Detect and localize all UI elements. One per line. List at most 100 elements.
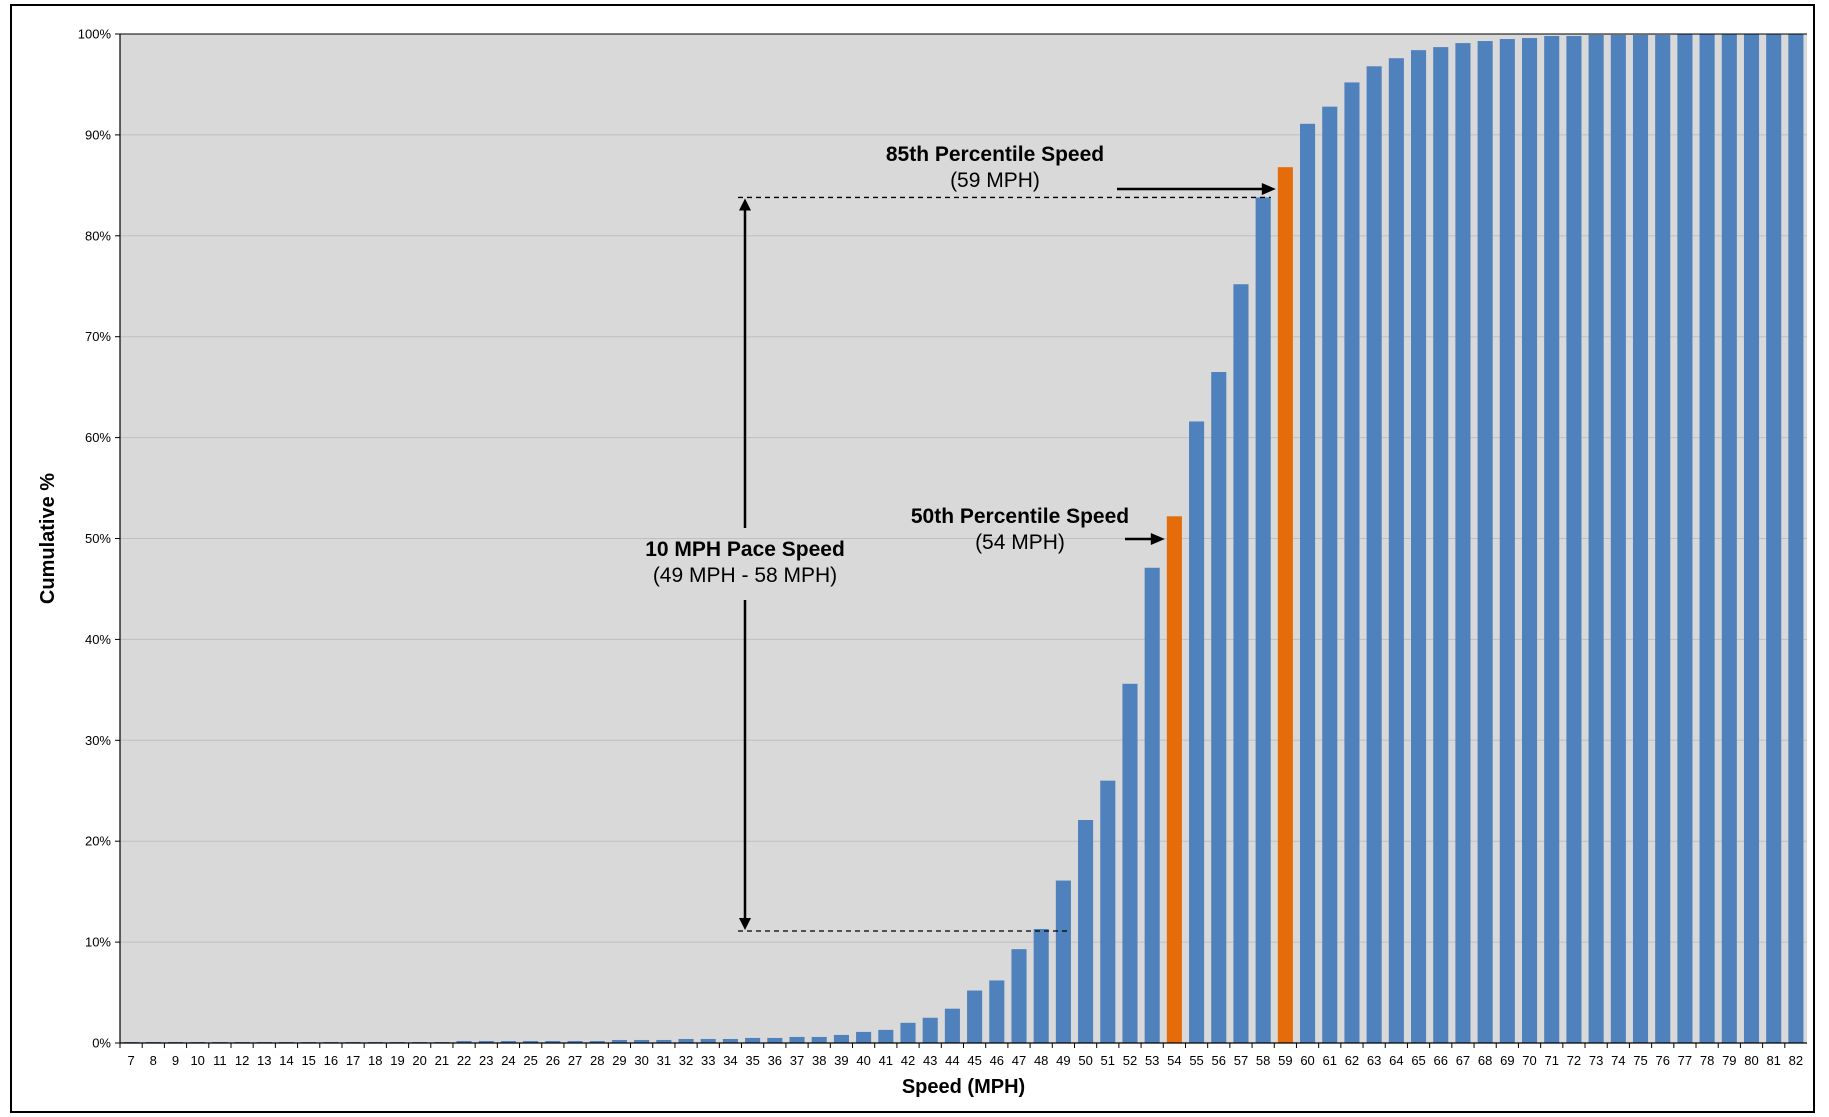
y-tick-label: 80% — [85, 228, 111, 243]
x-tick-label: 16 — [324, 1053, 338, 1068]
y-axis-ticks: 0% 10% 20% 30% 40% 50% 60% 70% 80% 90% 100% — [78, 27, 120, 1051]
x-tick-label: 62 — [1345, 1053, 1359, 1068]
x-tick-label: 60 — [1300, 1053, 1314, 1068]
x-tick-label: 64 — [1389, 1053, 1403, 1068]
x-tick-label: 31 — [657, 1053, 671, 1068]
y-tick-label: 40% — [85, 632, 111, 647]
bar-44 — [944, 1008, 960, 1043]
bar-56 — [1211, 372, 1227, 1043]
x-tick-label: 34 — [723, 1053, 737, 1068]
bar-79 — [1721, 34, 1737, 1043]
x-tick-label: 71 — [1544, 1053, 1558, 1068]
bar-32 — [678, 1038, 694, 1043]
bar-27 — [567, 1040, 583, 1043]
x-tick-label: 63 — [1367, 1053, 1381, 1068]
y-tick-label: 60% — [85, 430, 111, 445]
bar-58 — [1255, 197, 1271, 1043]
bar-66 — [1433, 47, 1449, 1044]
bar-62 — [1344, 82, 1360, 1044]
x-tick-label: 74 — [1611, 1053, 1625, 1068]
x-tick-label: 55 — [1189, 1053, 1203, 1068]
x-tick-label: 67 — [1456, 1053, 1470, 1068]
x-tick-label: 61 — [1323, 1053, 1337, 1068]
bar-49 — [1055, 880, 1071, 1043]
bar-64 — [1388, 58, 1404, 1044]
x-tick-label: 46 — [990, 1053, 1004, 1068]
bar-26 — [545, 1040, 561, 1043]
bar-81 — [1766, 34, 1782, 1043]
y-tick-label: 0% — [92, 1036, 111, 1051]
x-tick-label: 35 — [745, 1053, 759, 1068]
bar-34 — [722, 1038, 738, 1043]
x-tick-label: 27 — [568, 1053, 582, 1068]
bar-67 — [1455, 43, 1471, 1043]
x-tick-label: 28 — [590, 1053, 604, 1068]
bar-46 — [989, 980, 1005, 1043]
bar-31 — [656, 1039, 672, 1043]
x-tick-label: 58 — [1256, 1053, 1270, 1068]
x-tick-label: 76 — [1655, 1053, 1669, 1068]
bar-55 — [1189, 421, 1205, 1044]
bar-33 — [700, 1038, 716, 1043]
x-tick-label: 69 — [1500, 1053, 1514, 1068]
x-tick-label: 39 — [834, 1053, 848, 1068]
x-tick-label: 45 — [967, 1053, 981, 1068]
x-axis-title: Speed (MPH) — [902, 1076, 1025, 1098]
x-tick-label: 18 — [368, 1053, 382, 1068]
bar-23 — [478, 1040, 494, 1043]
bar-47 — [1011, 949, 1027, 1043]
bar-52 — [1122, 683, 1138, 1043]
bar-42 — [900, 1022, 916, 1043]
bar-43 — [922, 1017, 938, 1043]
bar-61 — [1322, 106, 1338, 1043]
chart-frame: 0% 10% 20% 30% 40% 50% 60% 70% 80% 90% 100% 7 8 9 10 1… — [10, 4, 1815, 1113]
p85-value: (59 MPH) — [950, 169, 1040, 192]
x-tick-label: 26 — [546, 1053, 560, 1068]
x-tick-label: 70 — [1522, 1053, 1536, 1068]
bar-69 — [1499, 39, 1515, 1044]
x-tick-label: 22 — [457, 1053, 471, 1068]
x-tick-label: 32 — [679, 1053, 693, 1068]
bar-77 — [1677, 34, 1693, 1043]
x-tick-label: 33 — [701, 1053, 715, 1068]
p50-value: (54 MPH) — [975, 531, 1065, 554]
bar-57 — [1233, 284, 1249, 1044]
x-tick-label: 73 — [1589, 1053, 1603, 1068]
x-tick-label: 75 — [1633, 1053, 1647, 1068]
x-tick-label: 54 — [1167, 1053, 1181, 1068]
x-tick-label: 14 — [279, 1053, 293, 1068]
bar-71 — [1544, 36, 1560, 1043]
x-tick-label: 11 — [213, 1053, 227, 1068]
bar-48 — [1033, 928, 1049, 1043]
x-tick-label: 43 — [923, 1053, 937, 1068]
x-tick-label: 20 — [412, 1053, 426, 1068]
x-tick-label: 21 — [435, 1053, 449, 1068]
pace-speed-range: (49 MPH - 58 MPH) — [653, 564, 837, 587]
bar-75 — [1632, 35, 1649, 1043]
x-tick-label: 40 — [856, 1053, 870, 1068]
x-tick-label: 41 — [879, 1053, 893, 1068]
x-tick-label: 77 — [1678, 1053, 1692, 1068]
bar-38 — [811, 1036, 827, 1043]
x-tick-label: 25 — [523, 1053, 537, 1068]
bar-39 — [833, 1034, 849, 1043]
y-tick-label: 20% — [85, 834, 111, 849]
x-tick-label: 50 — [1078, 1053, 1092, 1068]
x-tick-label: 38 — [812, 1053, 826, 1068]
x-tick-label: 80 — [1744, 1053, 1758, 1068]
bar-25 — [523, 1040, 539, 1043]
x-tick-label: 17 — [346, 1053, 360, 1068]
bar-78 — [1699, 34, 1715, 1043]
y-tick-label: 100% — [78, 27, 112, 42]
bar-35 — [745, 1037, 761, 1043]
x-tick-label: 37 — [790, 1053, 804, 1068]
y-axis-title: Cumulative % — [37, 473, 59, 604]
pace-speed-label: 10 MPH Pace Speed — [645, 538, 845, 561]
x-tick-label: 12 — [235, 1053, 249, 1068]
bar-50 — [1078, 820, 1094, 1043]
x-tick-label: 8 — [150, 1053, 157, 1068]
bar-highlight-54 — [1166, 516, 1182, 1043]
x-tick-label: 7 — [127, 1053, 134, 1068]
x-tick-label: 36 — [768, 1053, 782, 1068]
bar-72 — [1566, 36, 1582, 1043]
